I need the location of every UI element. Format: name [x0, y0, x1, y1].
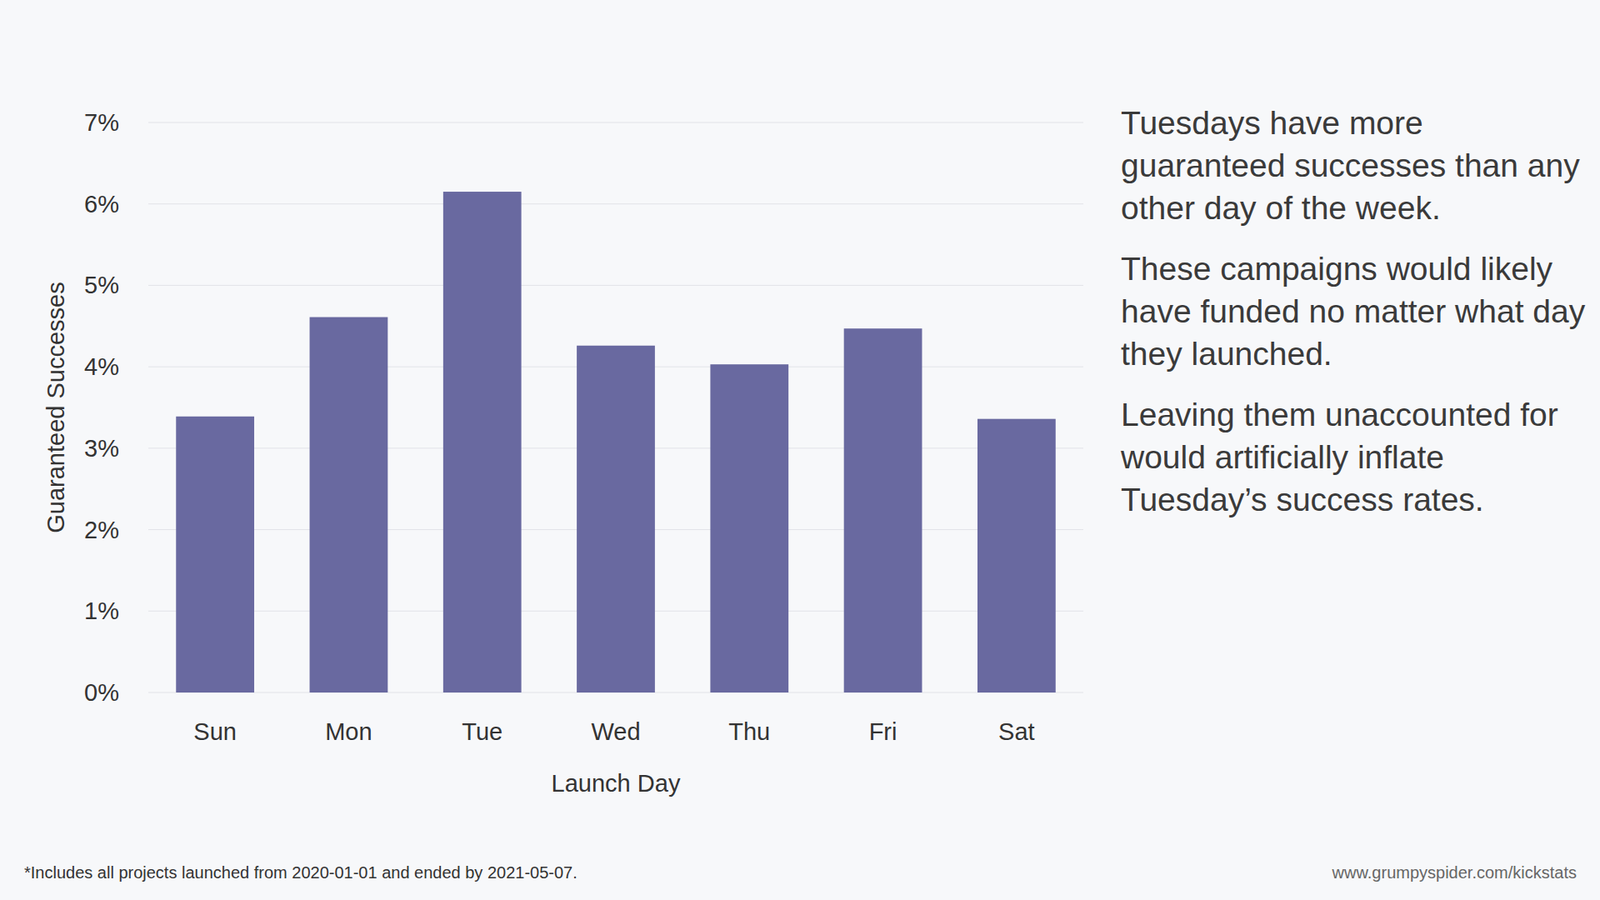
- x-axis-label: Launch Day: [551, 770, 681, 797]
- annotation: Tuesdays have more guaranteed successes …: [1120, 101, 1588, 230]
- y-axis-label: Guaranteed Successes: [42, 281, 70, 533]
- x-tick-label: Tue: [461, 718, 503, 745]
- bar: [710, 364, 789, 693]
- x-tick-label: Fri: [869, 718, 898, 745]
- y-tick-label: 3%: [84, 435, 120, 462]
- footnote: *Includes all projects launched from 202…: [24, 863, 578, 883]
- x-tick-label: Sun: [193, 718, 237, 745]
- grid-line: [148, 203, 1084, 205]
- y-tick-label: 6%: [84, 190, 120, 218]
- annotation: These campaigns would likely have funded…: [1120, 247, 1588, 375]
- annotations: Tuesdays have more guaranteed successes …: [1120, 101, 1588, 540]
- bar: [844, 328, 923, 693]
- source: www.grumpyspider.com/kickstats: [1332, 863, 1577, 883]
- y-tick-label: 2%: [84, 516, 120, 544]
- y-tick-label: 1%: [84, 597, 120, 625]
- x-tick-label: Sat: [998, 718, 1035, 745]
- y-tick-label: 5%: [84, 271, 120, 299]
- x-tick-label: Wed: [590, 718, 640, 745]
- bar: [310, 317, 389, 693]
- y-tick-label: 4%: [84, 353, 120, 380]
- bar: [576, 345, 655, 693]
- x-tick-label: Mon: [325, 718, 372, 745]
- annotation: Leaving them unaccounted for would artif…: [1120, 393, 1588, 521]
- bar: [977, 419, 1056, 693]
- bar: [443, 191, 522, 693]
- y-tick-label: 7%: [84, 109, 120, 136]
- grid-line: [148, 122, 1084, 124]
- y-tick-label: 0%: [84, 679, 120, 706]
- bars: [175, 191, 1055, 693]
- x-tick-label: Thu: [728, 718, 770, 745]
- grid-line: [148, 285, 1084, 286]
- bar: [175, 416, 255, 693]
